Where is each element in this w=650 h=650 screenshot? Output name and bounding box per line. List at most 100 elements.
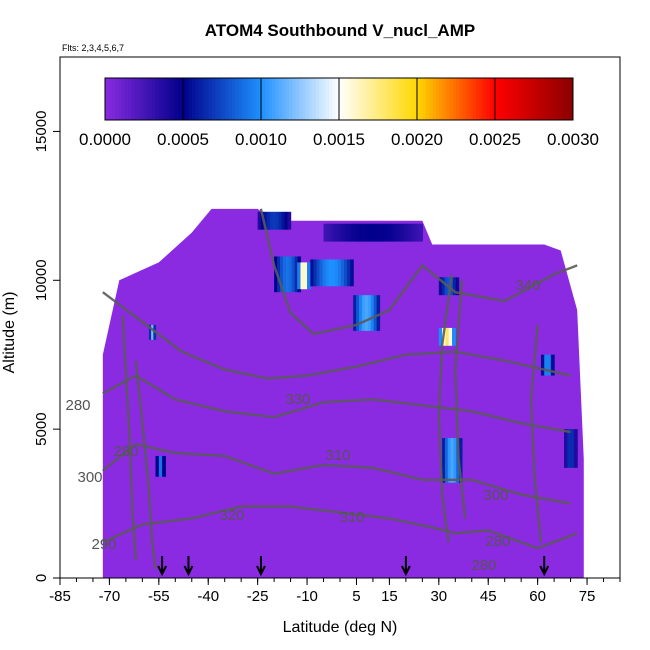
heat-cell: [573, 429, 578, 468]
colorbar-cell: [512, 78, 517, 120]
heat-cell: [278, 211, 283, 230]
colorbar-tick-label: 0.0020: [391, 130, 443, 149]
colorbar-cell: [526, 78, 531, 120]
colorbar-cell: [556, 78, 561, 120]
colorbar-cell: [198, 78, 203, 120]
x-tick-label: 5: [352, 588, 360, 605]
colorbar-cell: [359, 78, 363, 120]
colorbar-cell: [552, 78, 557, 120]
heat-cell: [266, 211, 271, 230]
contour-label: 280: [471, 557, 496, 574]
colorbar-cell: [509, 78, 514, 120]
x-tick-label: 45: [480, 588, 497, 605]
colorbar-cell: [569, 78, 574, 120]
heat-cell: [272, 211, 277, 230]
heat-cell: [279, 256, 284, 293]
colorbar-cell: [268, 78, 273, 120]
contour-line: [121, 315, 137, 561]
contour-label: 300: [483, 487, 508, 504]
heat-cell: [550, 354, 555, 376]
heat-cell: [340, 259, 345, 287]
colorbar-cell: [315, 78, 320, 120]
colorbar-cell: [265, 78, 270, 120]
colorbar-cell: [519, 78, 524, 120]
heat-cell: [341, 223, 346, 242]
colorbar-cell: [205, 78, 210, 120]
heat-cell: [313, 259, 318, 287]
x-tick-label: -25: [247, 588, 269, 605]
y-tick-label: 10000: [33, 259, 50, 301]
heat-cell: [398, 223, 402, 242]
heat-cell: [377, 223, 382, 242]
heat-cell: [455, 277, 460, 296]
heat-cell: [452, 277, 457, 296]
x-tick-label: 60: [529, 588, 546, 605]
flights-label: Flts: 2,3,4,5,6,7: [62, 43, 124, 53]
colorbar-cell: [489, 78, 494, 120]
contour-line: [102, 505, 578, 550]
colorbar-cell: [369, 78, 373, 120]
colorbar-cell: [539, 78, 544, 120]
heat-cell: [350, 223, 355, 242]
heat-cell: [438, 277, 443, 296]
colorbar-cell: [262, 78, 266, 120]
heat-cell: [294, 256, 299, 293]
colorbar-cell: [168, 78, 173, 120]
heat-cell: [260, 211, 265, 230]
x-tick-label: -10: [296, 588, 318, 605]
heat-cell: [291, 256, 296, 293]
heat-cell: [459, 438, 463, 483]
colorbar-cell: [201, 78, 206, 120]
heat-cell: [353, 295, 357, 331]
colorbar-cell: [415, 78, 420, 120]
heat-cell: [335, 223, 340, 242]
heat-cell: [447, 438, 452, 483]
y-tick-label: 5000: [33, 412, 50, 445]
colorbar-cell: [566, 78, 571, 120]
colorbar-cell: [372, 78, 377, 120]
contour-line: [454, 280, 467, 519]
heat-cell: [361, 295, 366, 331]
colorbar-cell: [385, 78, 390, 120]
heat-cell: [334, 259, 339, 287]
heat-cell: [370, 295, 375, 331]
heat-cell: [328, 259, 333, 287]
heat-cell: [450, 277, 454, 296]
heat-cell: [373, 295, 378, 331]
colorbar-cell: [496, 78, 500, 120]
heat-cell: [332, 223, 337, 242]
colorbar-cell: [225, 78, 230, 120]
colorbar-cell: [208, 78, 213, 120]
colorbar-cell: [158, 78, 163, 120]
colorbar-tick-label: 0.0015: [313, 130, 365, 149]
colorbar-cell: [472, 78, 477, 120]
heat-cell: [337, 259, 342, 287]
heat-cell: [350, 259, 354, 287]
heat-cell: [359, 223, 364, 242]
colorbar-cell: [352, 78, 357, 120]
heat-cell: [445, 327, 450, 346]
heat-cell: [319, 259, 324, 287]
heat-cell: [282, 256, 287, 293]
colorbar-cell: [181, 78, 186, 120]
heat-cell: [274, 256, 278, 293]
colorbar-cell: [502, 78, 507, 120]
colorbar-cell: [425, 78, 430, 120]
colorbar-cell: [121, 78, 126, 120]
heat-cell: [438, 327, 443, 346]
colorbar-cell: [479, 78, 484, 120]
colorbar-cell: [282, 78, 287, 120]
colorbar-cell: [228, 78, 233, 120]
heat-cell: [441, 277, 446, 296]
heat-cell: [275, 211, 280, 230]
colorbar-cell: [171, 78, 176, 120]
x-axis-label: Latitude (deg N): [283, 619, 398, 636]
heat-cell: [410, 223, 414, 242]
colorbar-cell: [395, 78, 400, 120]
colorbar-cell: [549, 78, 554, 120]
heat-cell: [356, 223, 361, 242]
colorbar-cell: [222, 78, 226, 120]
contour-label: 310: [325, 447, 350, 464]
colorbar-cell: [302, 78, 307, 120]
